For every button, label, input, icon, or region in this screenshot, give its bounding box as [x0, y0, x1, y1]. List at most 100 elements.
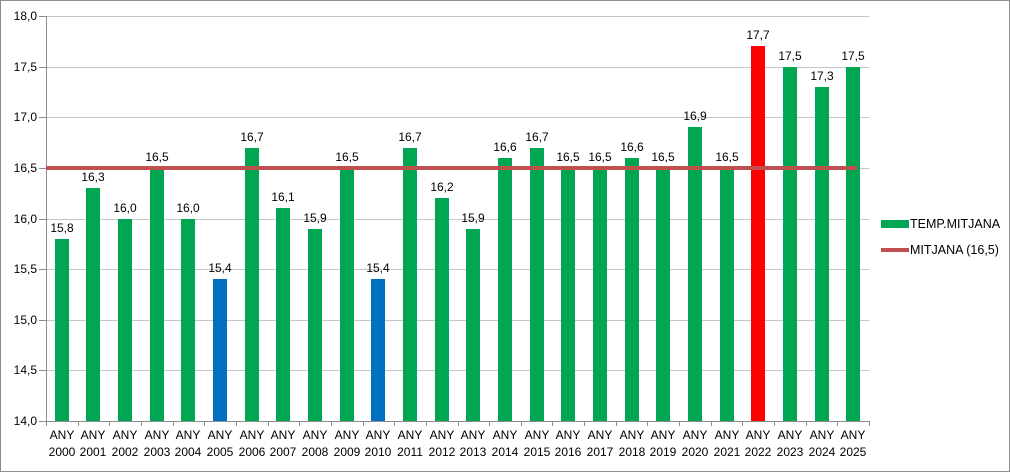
- x-label-year: 2014: [491, 445, 519, 459]
- bar-value-label: 16,5: [335, 150, 359, 164]
- bar-value-label: 15,4: [208, 261, 232, 275]
- bar-value-label: 15,9: [461, 211, 485, 225]
- y-tick: [39, 219, 46, 220]
- x-label-prefix: ANY: [270, 428, 296, 442]
- x-tick: [109, 421, 110, 426]
- x-category-label: ANY 2015: [517, 427, 557, 461]
- x-category-label: ANY 2017: [580, 427, 620, 461]
- bar-value-label: 17,3: [810, 69, 834, 83]
- y-tick: [39, 16, 46, 17]
- gridline: [46, 269, 869, 270]
- x-category-label: ANY 2009: [327, 427, 367, 461]
- x-label-prefix: ANY: [650, 428, 676, 442]
- y-tick: [39, 421, 46, 422]
- x-label-prefix: ANY: [365, 428, 391, 442]
- x-category-label: ANY 2000: [42, 427, 82, 461]
- legend-line-swatch-mitjana: [881, 248, 909, 252]
- bar-any-2023: [783, 67, 797, 421]
- y-tick-label: 15,5: [13, 262, 37, 276]
- bar-value-label: 16,6: [620, 140, 644, 154]
- x-tick: [331, 421, 332, 426]
- x-tick: [521, 421, 522, 426]
- bar-any-2012: [435, 198, 449, 421]
- x-label-year: 2015: [523, 445, 551, 459]
- x-label-year: 2023: [776, 445, 804, 459]
- x-category-label: ANY 2023: [770, 427, 810, 461]
- x-label-year: 2007: [269, 445, 297, 459]
- x-label-year: 2009: [333, 445, 361, 459]
- x-tick: [141, 421, 142, 426]
- gridline: [46, 320, 869, 321]
- x-category-label: ANY 2022: [738, 427, 778, 461]
- bar-value-label: 17,5: [841, 49, 865, 63]
- x-tick: [46, 421, 47, 426]
- x-label-prefix: ANY: [714, 428, 740, 442]
- x-label-year: 2011: [397, 445, 423, 459]
- x-category-label: ANY 2011: [390, 427, 430, 461]
- bar-any-2017: [593, 168, 607, 421]
- x-category-label: ANY 2008: [295, 427, 335, 461]
- legend-item-mitjana-line: MITJANA (16,5): [881, 243, 999, 257]
- x-label-prefix: ANY: [745, 428, 771, 442]
- bar-any-2010: [371, 279, 385, 421]
- x-tick: [552, 421, 553, 426]
- bar-value-label: 16,3: [81, 170, 105, 184]
- x-tick: [426, 421, 427, 426]
- x-category-label: ANY 2013: [453, 427, 493, 461]
- bar-any-2005: [213, 279, 227, 421]
- y-tick: [39, 67, 46, 68]
- x-label-year: 2013: [459, 445, 487, 459]
- bar-value-label: 15,8: [50, 221, 74, 235]
- x-tick: [774, 421, 775, 426]
- x-label-prefix: ANY: [809, 428, 835, 442]
- x-label-year: 2008: [301, 445, 329, 459]
- x-label-prefix: ANY: [334, 428, 360, 442]
- x-label-year: 2017: [586, 445, 614, 459]
- bar-any-2002: [118, 219, 132, 421]
- x-label-year: 2002: [111, 445, 139, 459]
- x-label-prefix: ANY: [397, 428, 423, 442]
- x-tick: [458, 421, 459, 426]
- bar-any-2004: [181, 219, 195, 421]
- x-tick: [299, 421, 300, 426]
- y-tick-label: 18,0: [13, 9, 37, 23]
- x-tick: [742, 421, 743, 426]
- gridline: [46, 16, 869, 17]
- x-label-prefix: ANY: [80, 428, 106, 442]
- bar-any-2025: [846, 67, 860, 421]
- bar-value-label: 16,5: [651, 150, 675, 164]
- x-label-year: 2003: [143, 445, 171, 459]
- x-category-label: ANY 2019: [643, 427, 683, 461]
- x-label-prefix: ANY: [49, 428, 75, 442]
- bar-any-2001: [86, 188, 100, 421]
- bar-any-2016: [561, 168, 575, 421]
- bar-any-2008: [308, 229, 322, 421]
- x-tick: [869, 421, 870, 426]
- x-label-year: 2000: [48, 445, 76, 459]
- x-label-prefix: ANY: [555, 428, 581, 442]
- x-tick: [173, 421, 174, 426]
- x-label-prefix: ANY: [840, 428, 866, 442]
- x-category-label: ANY 2002: [105, 427, 145, 461]
- y-tick-label: 16,5: [13, 161, 37, 175]
- x-tick: [363, 421, 364, 426]
- x-tick: [837, 421, 838, 426]
- x-label-year: 2019: [649, 445, 677, 459]
- legend-label-temp-mitjana: TEMP.MITJANA: [910, 217, 1001, 231]
- gridline: [46, 370, 869, 371]
- bar-value-label: 16,0: [176, 201, 200, 215]
- legend-item-temp-mitjana: TEMP.MITJANA: [881, 217, 1000, 231]
- x-label-year: 2020: [681, 445, 709, 459]
- x-label-prefix: ANY: [144, 428, 170, 442]
- x-tick: [204, 421, 205, 426]
- y-tick: [39, 269, 46, 270]
- bar-any-2009: [340, 168, 354, 421]
- bar-any-2021: [720, 168, 734, 421]
- bar-value-label: 15,9: [303, 211, 327, 225]
- x-label-year: 2025: [839, 445, 867, 459]
- bar-value-label: 16,6: [493, 140, 517, 154]
- y-tick: [39, 117, 46, 118]
- x-tick: [647, 421, 648, 426]
- y-tick: [39, 168, 46, 169]
- bar-any-2011: [403, 148, 417, 421]
